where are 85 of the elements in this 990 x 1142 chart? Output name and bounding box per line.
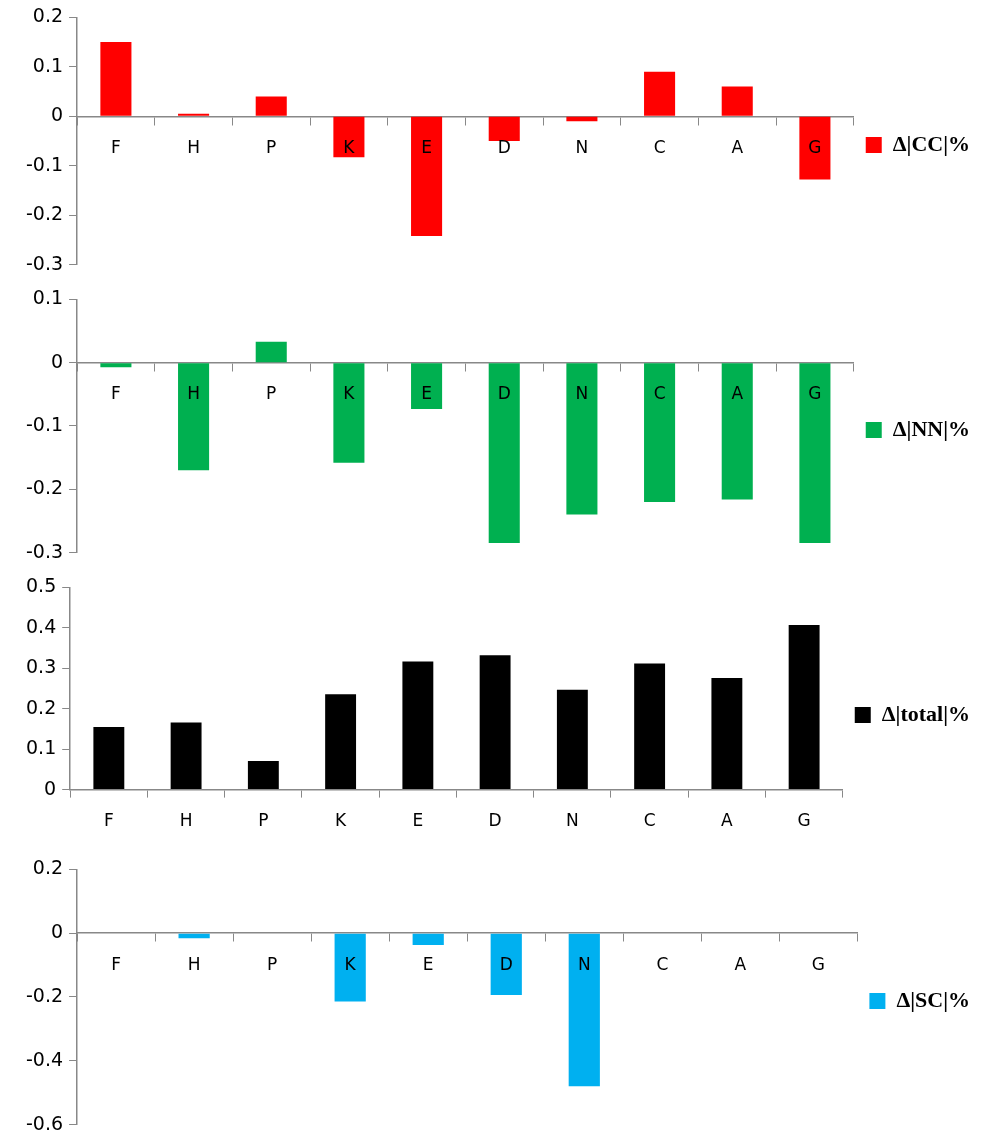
x-tick-label: E: [412, 810, 424, 831]
bar: [247, 760, 279, 790]
x-tick-label: K: [343, 383, 356, 404]
x-tick-label: N: [575, 136, 589, 157]
x-tick-label: P: [266, 383, 277, 404]
x-tick-label: F: [111, 383, 121, 404]
x-tick-label: G: [808, 383, 822, 404]
x-tick-label: K: [343, 136, 356, 157]
x-tick-label: C: [653, 136, 666, 157]
y-tick-label: 0.1: [32, 286, 64, 309]
x-tick-label: H: [187, 136, 200, 157]
y-tick-label: -0.1: [25, 412, 64, 435]
y-tick-label: 0.2: [32, 4, 64, 27]
y-tick-label: -0.2: [25, 202, 64, 225]
x-tick-label: D: [488, 810, 502, 831]
legend-label: Δ|NN|%: [892, 415, 971, 441]
x-tick-label: K: [335, 810, 348, 831]
x-tick-label: G: [808, 136, 822, 157]
x-tick-label: E: [421, 136, 432, 157]
x-tick-label: A: [721, 810, 734, 831]
x-tick-label: H: [179, 810, 193, 831]
y-tick-label: -0.2: [25, 983, 64, 1006]
bar: [488, 116, 520, 141]
bar: [556, 689, 588, 790]
y-tick-label: 0.4: [26, 614, 57, 637]
legend-label: Δ|total|%: [881, 700, 970, 726]
y-tick-label: -0.3: [25, 251, 64, 274]
x-tick-label: E: [421, 383, 432, 404]
y-tick-label: 0.2: [26, 695, 57, 718]
bar: [788, 625, 820, 790]
x-tick-label: P: [266, 136, 277, 157]
y-tick-label: 0: [44, 776, 57, 799]
y-tick-label: -0.2: [25, 476, 64, 499]
x-tick-label: A: [731, 136, 744, 157]
y-tick-label: -0.1: [25, 152, 64, 175]
x-tick-label: D: [499, 953, 513, 974]
y-tick-label: 0: [50, 920, 64, 943]
x-tick-label: A: [734, 953, 747, 974]
y-tick-label: 0.2: [32, 856, 64, 879]
x-tick-label: P: [267, 953, 278, 974]
x-tick-label: N: [566, 810, 579, 831]
x-tick-label: P: [258, 810, 269, 831]
y-tick-label: 0.3: [26, 655, 57, 678]
bar: [325, 694, 357, 790]
x-tick-label: E: [422, 953, 434, 974]
x-tick-label: D: [497, 383, 511, 404]
x-tick-label: D: [497, 136, 511, 157]
bar: [402, 661, 434, 790]
x-tick-label: F: [103, 810, 114, 831]
bar: [711, 677, 743, 790]
y-tick-label: 0.5: [26, 574, 57, 597]
x-tick-label: C: [656, 953, 669, 974]
x-tick-label: N: [577, 953, 591, 974]
y-tick-label: 0: [50, 103, 64, 126]
x-tick-label: K: [344, 953, 357, 974]
bar: [93, 726, 125, 790]
bar: [100, 42, 132, 116]
bar: [721, 86, 753, 116]
x-tick-label: H: [187, 383, 200, 404]
legend-label: Δ|SC|%: [896, 986, 970, 1012]
bar: [411, 116, 443, 236]
y-tick-label: -0.4: [25, 1047, 64, 1070]
x-tick-label: F: [111, 136, 121, 157]
bar: [255, 96, 287, 116]
y-tick-label: 0.1: [26, 736, 57, 759]
bar: [333, 116, 365, 158]
y-tick-label: -0.6: [25, 1111, 64, 1134]
bar: [566, 116, 598, 122]
bar: [170, 722, 202, 790]
legend-label: Δ|CC|%: [892, 130, 971, 156]
y-tick-label: 0.1: [32, 53, 64, 76]
bar: [479, 655, 511, 790]
y-tick-label: -0.3: [25, 539, 64, 562]
bar: [644, 71, 676, 116]
bar: [799, 116, 831, 180]
x-tick-label: C: [653, 383, 666, 404]
bar: [634, 663, 666, 790]
x-tick-label: G: [811, 953, 825, 974]
x-tick-label: H: [187, 953, 201, 974]
x-tick-label: A: [731, 383, 744, 404]
x-tick-label: C: [643, 810, 656, 831]
x-tick-label: N: [575, 383, 589, 404]
x-tick-label: F: [111, 953, 121, 974]
x-tick-label: G: [797, 810, 811, 831]
y-tick-label: 0: [50, 349, 64, 372]
